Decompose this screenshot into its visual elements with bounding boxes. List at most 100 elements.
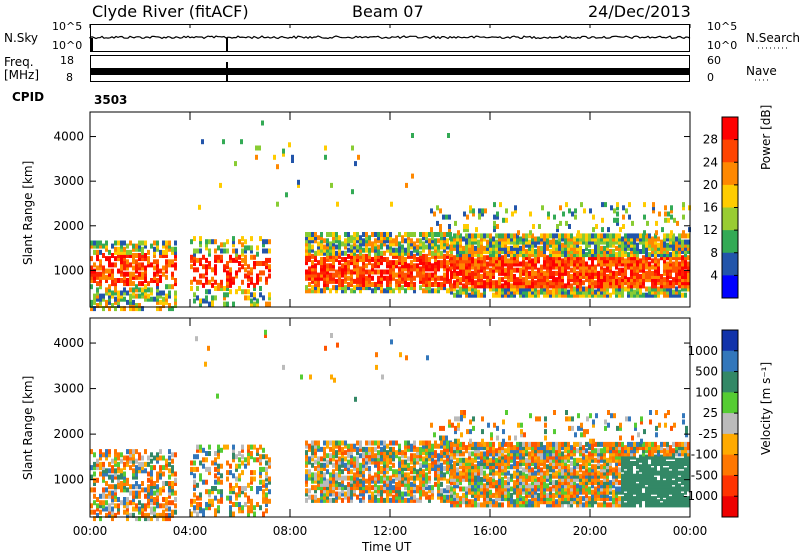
data-cell <box>126 259 129 265</box>
data-cell <box>129 278 132 283</box>
data-cell <box>561 489 564 495</box>
data-cell <box>105 506 108 512</box>
data-cell <box>453 261 456 267</box>
data-cell <box>111 484 114 490</box>
data-cell <box>477 233 480 239</box>
data-cell <box>353 260 356 266</box>
data-cell <box>320 472 323 478</box>
data-cell <box>156 497 159 502</box>
data-cell <box>462 249 465 254</box>
data-cell <box>531 445 534 451</box>
data-cell <box>642 292 645 298</box>
data-cell <box>320 257 323 262</box>
data-cell <box>341 488 344 494</box>
data-cell <box>332 278 335 284</box>
data-cell <box>314 238 317 244</box>
data-cell <box>386 488 389 494</box>
data-cell <box>208 492 211 498</box>
data-cell <box>159 474 162 480</box>
data-cell <box>350 253 353 259</box>
data-cell <box>199 239 202 245</box>
data-cell <box>525 267 528 273</box>
data-cell <box>276 201 279 207</box>
data-cell <box>419 232 422 237</box>
data-cell <box>498 249 501 254</box>
data-cell <box>660 239 663 245</box>
data-cell <box>594 464 597 470</box>
data-cell <box>255 145 258 151</box>
data-cell <box>627 277 630 283</box>
data-cell <box>540 480 543 486</box>
data-cell <box>434 232 437 237</box>
data-cell <box>93 500 96 506</box>
data-cell <box>416 266 419 272</box>
data-cell <box>208 444 211 450</box>
data-cell <box>311 269 314 275</box>
data-cell <box>317 241 320 247</box>
data-cell <box>531 289 534 295</box>
data-cell <box>450 489 453 495</box>
data-cell <box>353 288 356 294</box>
data-cell <box>259 479 262 485</box>
data-cell <box>244 457 247 463</box>
data-cell <box>383 481 386 487</box>
data-cell <box>477 441 480 447</box>
data-cell <box>543 270 546 276</box>
data-cell <box>495 245 498 251</box>
data-cell <box>338 253 341 259</box>
data-cell <box>621 245 624 251</box>
data-cell <box>268 476 271 482</box>
data-cell <box>199 242 202 248</box>
data-cell <box>341 475 344 481</box>
data-cell <box>323 478 326 484</box>
data-cell <box>684 274 687 279</box>
data-cell <box>471 233 474 239</box>
data-cell <box>534 286 537 292</box>
data-cell <box>450 454 453 460</box>
data-cell <box>492 464 495 470</box>
data-cell <box>492 270 495 276</box>
data-cell <box>214 511 217 517</box>
data-cell <box>114 487 117 493</box>
data-cell <box>489 280 492 286</box>
data-cell <box>558 502 561 508</box>
data-cell <box>341 469 344 475</box>
data-cell <box>422 247 425 253</box>
data-cell <box>597 249 600 254</box>
data-cell <box>456 239 459 245</box>
data-cell <box>265 482 268 488</box>
data-cell <box>282 148 285 154</box>
data-cell <box>395 485 398 491</box>
data-cell <box>380 250 383 256</box>
data-cell <box>135 516 138 522</box>
data-cell <box>102 471 105 477</box>
data-cell <box>543 283 546 289</box>
data-cell <box>305 462 308 468</box>
data-cell <box>667 217 670 223</box>
data-cell <box>93 461 96 467</box>
data-cell <box>654 252 657 258</box>
data-cell <box>552 492 555 498</box>
data-cell <box>468 233 471 239</box>
data-cell <box>111 506 114 512</box>
data-cell <box>477 483 480 489</box>
data-cell <box>489 502 492 508</box>
data-cell <box>132 290 135 296</box>
data-cell <box>681 280 684 286</box>
data-cell <box>229 498 232 504</box>
data-cell <box>579 289 582 295</box>
data-cell <box>541 205 544 211</box>
data-cell <box>501 289 504 295</box>
data-cell <box>681 245 684 251</box>
data-cell <box>317 272 320 278</box>
data-cell <box>356 456 359 462</box>
data-cell <box>528 441 531 447</box>
data-cell <box>132 506 135 512</box>
data-cell <box>168 506 171 512</box>
data-cell <box>555 441 558 447</box>
data-cell <box>357 154 360 160</box>
data-cell <box>338 269 341 275</box>
data-cell <box>265 301 268 307</box>
data-cell <box>654 261 657 267</box>
data-cell <box>615 280 618 286</box>
